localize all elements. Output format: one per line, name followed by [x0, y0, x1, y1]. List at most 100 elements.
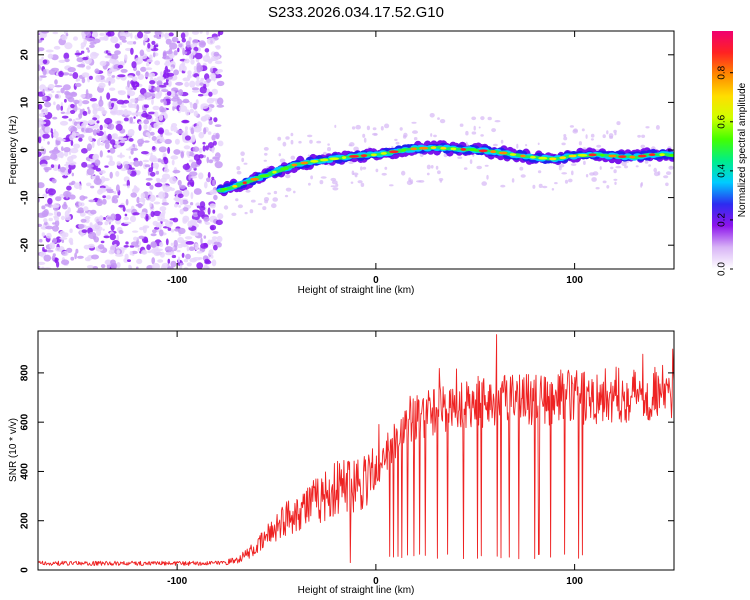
signal-peak-cell: [280, 167, 289, 171]
noise-speckle: [217, 31, 221, 37]
noise-speckle: [136, 104, 140, 112]
noise-speckle: [184, 236, 193, 240]
noise-speckle: [53, 101, 56, 106]
noise-speckle: [117, 64, 124, 69]
signal-peak-cell: [259, 174, 270, 178]
track-noise-speckle: [476, 165, 483, 170]
signal-peak-cell: [329, 157, 340, 161]
colorbar-tick-label: 0.0: [717, 262, 728, 276]
spectrogram-x-axis-label: Height of straight line (km): [298, 285, 415, 296]
track-noise-speckle: [271, 203, 277, 209]
noise-speckle: [114, 141, 120, 145]
signal-peak-cell: [549, 157, 557, 161]
track-noise-speckle: [249, 209, 254, 214]
noise-speckle: [212, 209, 216, 214]
noise-speckle: [43, 254, 52, 262]
noise-speckle: [52, 225, 59, 232]
track-noise-speckle: [309, 139, 313, 144]
noise-speckle: [97, 198, 103, 204]
noise-speckle: [114, 136, 122, 140]
noise-speckle: [215, 45, 221, 50]
noise-speckle: [102, 217, 106, 220]
track-noise-speckle: [316, 140, 322, 144]
noise-speckle: [149, 80, 156, 85]
track-noise-speckle: [637, 134, 641, 138]
noise-speckle: [142, 159, 150, 163]
signal-peak-cell: [469, 148, 478, 152]
noise-speckle: [131, 112, 137, 116]
track-noise-speckle: [298, 140, 302, 144]
noise-speckle: [78, 113, 83, 119]
noise-speckle: [212, 231, 219, 234]
noise-speckle: [52, 148, 60, 154]
noise-speckle: [125, 198, 129, 206]
noise-speckle: [208, 120, 213, 125]
noise-speckle: [187, 74, 192, 79]
snr-y-axis-label: SNR (10 * v/v): [8, 418, 19, 482]
track-noise-speckle: [663, 175, 669, 179]
noise-speckle: [149, 194, 156, 202]
track-noise-speckle: [237, 204, 243, 209]
noise-speckle: [91, 31, 99, 38]
noise-speckle: [139, 49, 145, 57]
noise-speckle: [165, 251, 172, 256]
noise-speckle: [151, 257, 155, 265]
noise-speckle: [47, 53, 54, 59]
track-noise-speckle: [384, 166, 388, 170]
track-noise-speckle: [245, 189, 251, 193]
track-noise-speckle: [334, 124, 337, 128]
noise-speckle: [74, 102, 77, 107]
noise-speckle: [126, 41, 135, 45]
noise-speckle: [154, 182, 163, 188]
noise-speckle: [186, 262, 192, 267]
noise-speckle: [38, 39, 43, 44]
noise-speckle: [130, 241, 139, 246]
track-noise-speckle: [273, 190, 278, 195]
track-noise-speckle: [653, 171, 660, 177]
noise-speckle: [104, 117, 113, 125]
track-noise-speckle: [430, 133, 433, 137]
noise-speckle: [130, 98, 136, 103]
noise-speckle: [78, 224, 85, 229]
signal-peak-cell: [460, 148, 467, 151]
noise-speckle: [190, 192, 194, 200]
noise-speckle: [75, 79, 79, 82]
noise-speckle: [59, 237, 68, 240]
noise-speckle: [179, 199, 184, 206]
track-noise-speckle: [463, 167, 468, 170]
noise-speckle: [102, 228, 105, 231]
noise-speckle: [190, 103, 194, 109]
signal-peak-cell: [629, 155, 636, 159]
noise-speckle: [205, 58, 214, 62]
noise-speckle: [116, 99, 125, 105]
track-noise-speckle: [602, 180, 607, 184]
noise-speckle: [143, 239, 149, 243]
noise-speckle: [95, 74, 101, 83]
track-noise-speckle: [665, 182, 669, 187]
noise-speckle: [132, 230, 139, 233]
track-noise-speckle: [669, 165, 673, 168]
noise-speckle: [150, 233, 157, 237]
noise-speckle: [52, 31, 59, 35]
track-noise-speckle: [355, 124, 362, 130]
noise-speckle: [68, 118, 73, 122]
track-noise-speckle: [494, 120, 501, 123]
noise-speckle: [211, 259, 217, 267]
noise-speckle: [159, 212, 166, 217]
track-noise-speckle: [500, 184, 506, 188]
noise-speckle: [115, 170, 120, 177]
track-noise-speckle: [520, 174, 526, 178]
noise-speckle: [156, 76, 165, 82]
track-noise-speckle: [366, 125, 370, 131]
noise-speckle: [52, 116, 58, 120]
noise-speckle: [163, 100, 167, 106]
noise-speckle: [207, 207, 211, 215]
noise-speckle: [92, 129, 98, 136]
noise-speckle: [117, 74, 126, 78]
signal-peak-cell: [669, 153, 674, 157]
track-noise-speckle: [666, 171, 672, 176]
signal-peak-cell: [401, 148, 407, 152]
noise-speckle: [81, 122, 87, 128]
noise-speckle: [109, 87, 116, 91]
noise-speckle: [47, 141, 50, 145]
